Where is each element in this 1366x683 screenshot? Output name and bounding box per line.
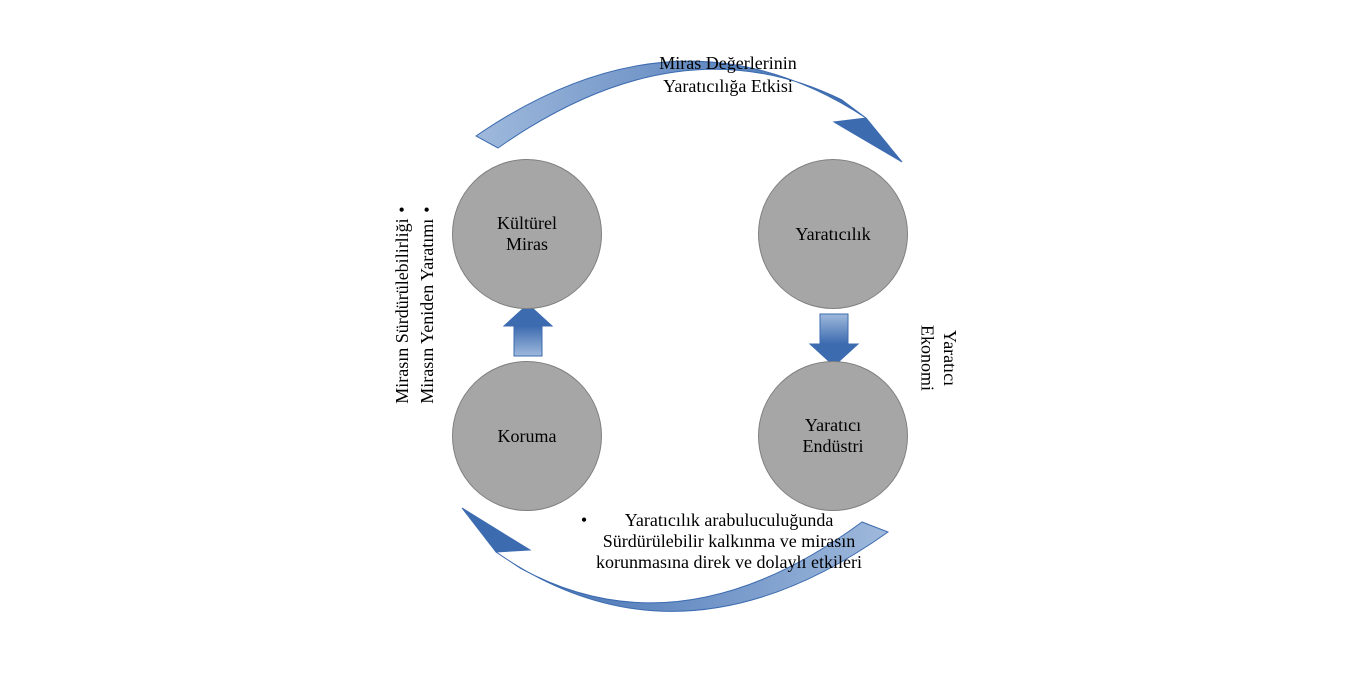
node-creativity: Yaratıcılık <box>758 159 908 309</box>
node-label: YaratıcıEndüstri <box>799 411 868 461</box>
edge-label-bottom: • Yaratıcılık arabuluculuğunda Sürdürüle… <box>574 510 864 575</box>
list-item: • Yaratıcılık arabuluculuğunda Sürdürüle… <box>574 510 864 573</box>
node-label: Yaratıcılık <box>791 220 874 249</box>
list-item: Mirasın Yeniden Yaratımı • <box>417 206 438 404</box>
node-protection: Koruma <box>452 361 602 511</box>
edge-label-text: YaratıcıEkonomi <box>918 325 961 391</box>
bullet-icon: • <box>392 206 413 212</box>
node-cultural-heritage: KültürelMiras <box>452 159 602 309</box>
edge-label-left: Mirasın Sürdürülebilirliği • Mirasın Yen… <box>392 206 438 404</box>
bullet-icon: • <box>574 510 594 531</box>
bullet-text: Mirasın Yeniden Yaratımı <box>417 219 438 404</box>
edge-label-top: Miras DeğerlerininYaratıcılığa Etkisi <box>598 52 858 97</box>
list-item: Mirasın Sürdürülebilirliği • <box>392 206 413 404</box>
node-label: Koruma <box>494 422 561 451</box>
node-label: KültürelMiras <box>493 209 561 259</box>
bullet-text: Mirasın Sürdürülebilirliği <box>392 218 413 403</box>
node-creative-industry: YaratıcıEndüstri <box>758 361 908 511</box>
edge-label-right: YaratıcıEkonomi <box>916 288 961 428</box>
edge-label-text: Miras DeğerlerininYaratıcılığa Etkisi <box>659 53 796 96</box>
bullet-text: Yaratıcılık arabuluculuğunda Sürdürülebi… <box>594 510 864 573</box>
edge-left-short <box>504 304 552 356</box>
diagram-stage: KültürelMiras Yaratıcılık YaratıcıEndüst… <box>0 0 1366 683</box>
arrows-layer <box>0 0 1366 683</box>
edge-right-short <box>810 314 858 366</box>
bullet-icon: • <box>417 206 438 212</box>
